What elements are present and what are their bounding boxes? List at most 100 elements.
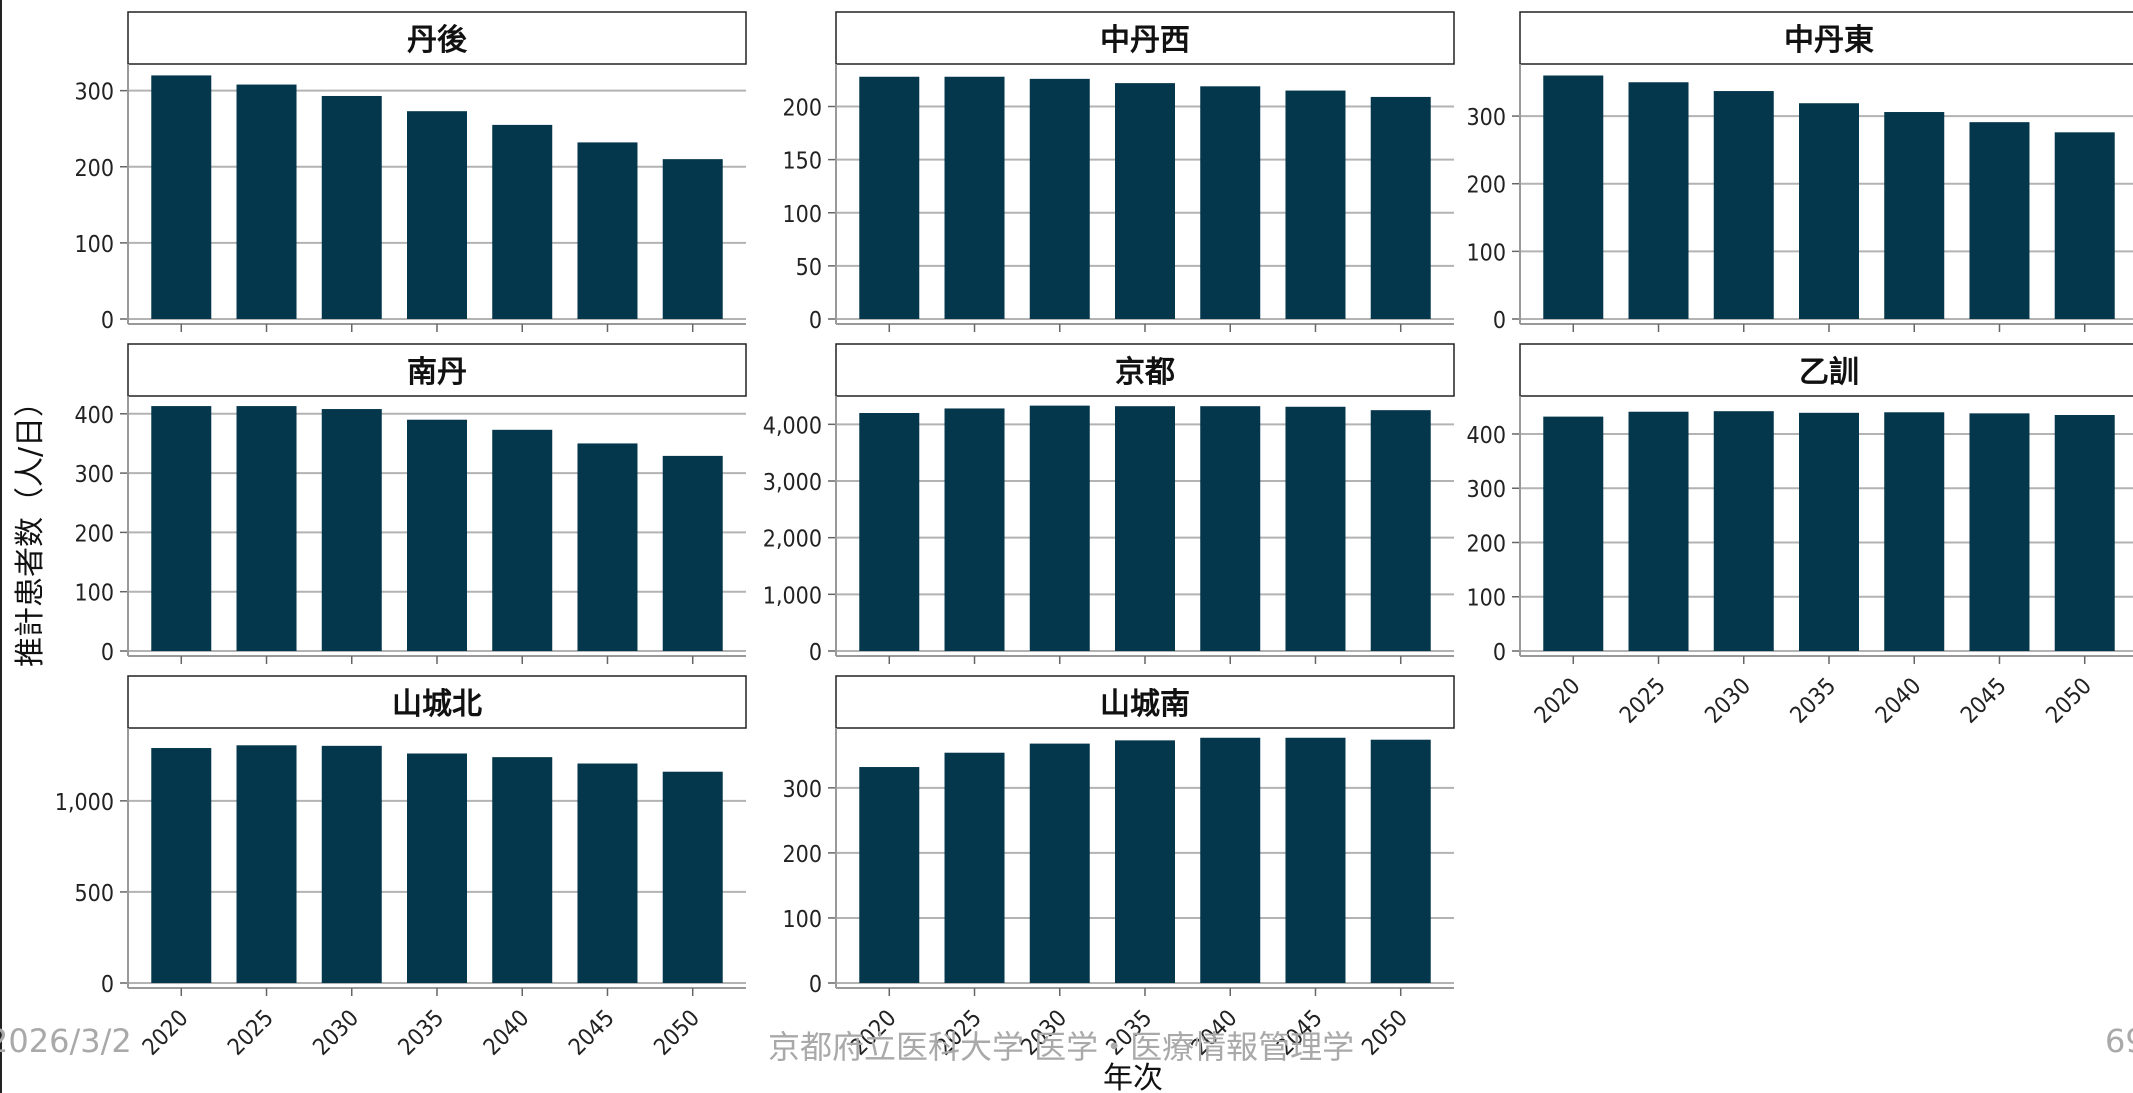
footer-institution: 京都府立医科大学 医学・医療情報管理学 [768, 1028, 1355, 1066]
y-tick-label: 200 [75, 521, 115, 547]
facet-panel-3: 中丹東 0 100 200 300 [1467, 11, 2133, 334]
y-tick-label: 300 [75, 80, 115, 106]
bar [1713, 91, 1774, 320]
facet-panel-4: 南丹 0 100 200 300 400 [75, 343, 747, 666]
bar [492, 757, 553, 983]
y-tick-label: 0 [809, 640, 822, 666]
bar [1115, 406, 1175, 651]
facet-title: 中丹東 [1784, 23, 1874, 58]
facet-panel-6: 乙訓 0 100 200 300 400 2020 2025 2030 2035 2040 2045 2… [1467, 343, 2133, 729]
y-tick-label: 200 [783, 96, 823, 122]
facet-panel-7: 山城北 0 500 1,000 2020 2025 2030 2035 2040 2045 2050 [55, 675, 747, 1061]
bar [1969, 413, 2030, 651]
y-tick-label: 100 [783, 202, 823, 228]
y-tick-label: 400 [75, 403, 115, 429]
footer-date: 2026/3/2 [0, 1022, 132, 1060]
bar [1884, 412, 1945, 651]
y-tick-label: 400 [1467, 423, 1507, 449]
y-tick-label: 4,000 [763, 413, 822, 439]
page-left-rule [0, 0, 2, 1093]
x-tick-label: 2025 [223, 1005, 279, 1061]
facet-panel-1: 丹後 0 100 200 300 [75, 11, 747, 334]
bar [577, 763, 638, 983]
facet-panel-5: 京都 0 1,000 2,000 3,000 4,000 [763, 343, 1455, 666]
facet-panel-2: 中丹西 0 50 100 150 200 [783, 11, 1455, 334]
y-tick-label: 100 [75, 581, 115, 607]
x-tick-label: 2035 [1786, 673, 1842, 729]
bar [1200, 86, 1261, 319]
y-tick-label: 0 [101, 308, 114, 334]
x-tick-label: 2030 [308, 1005, 364, 1061]
bar [1370, 96, 1431, 319]
facet-strip [127, 675, 747, 729]
x-tick-label: 2045 [1956, 673, 2012, 729]
y-tick-label: 200 [783, 842, 823, 868]
bar [859, 76, 920, 319]
x-tick-label: 2020 [138, 1005, 194, 1061]
bar [577, 443, 638, 651]
bar [944, 76, 1005, 319]
y-tick-label: 0 [101, 972, 114, 998]
bar [151, 406, 212, 651]
x-tick-label: 2025 [1615, 673, 1671, 729]
bar [1285, 737, 1346, 983]
facet-strip [1519, 343, 2133, 397]
y-tick-label: 1,000 [55, 790, 114, 816]
y-tick-label: 0 [1493, 640, 1506, 666]
bar [492, 429, 553, 651]
y-tick-label: 200 [75, 156, 115, 182]
facet-strip [1519, 11, 2133, 65]
y-tick-label: 1,000 [763, 583, 822, 609]
bar [1029, 78, 1090, 319]
y-tick-label: 3,000 [763, 470, 822, 496]
bar [236, 745, 297, 983]
x-tick-label: 2045 [564, 1005, 620, 1061]
bar [1200, 737, 1261, 983]
facet-title: 中丹西 [1100, 23, 1190, 58]
x-tick-label: 2040 [479, 1005, 535, 1061]
y-tick-label: 0 [809, 972, 822, 998]
bar [2054, 414, 2115, 651]
bar [1969, 122, 2030, 319]
bar [1543, 75, 1604, 319]
y-tick-label: 300 [783, 777, 823, 803]
facet-title: 山城北 [392, 687, 482, 722]
facet-title: 京都 [1115, 355, 1175, 390]
bar [2054, 132, 2115, 319]
facet-title: 丹後 [407, 23, 468, 58]
bar [321, 409, 382, 651]
bar [859, 767, 920, 983]
y-tick-label: 0 [101, 640, 114, 666]
bar [151, 748, 212, 983]
y-tick-label: 100 [75, 232, 115, 258]
y-tick-label: 500 [75, 881, 115, 907]
bar [321, 745, 382, 983]
y-tick-label: 0 [1493, 308, 1506, 334]
bar [1285, 406, 1346, 651]
bar [407, 753, 467, 983]
bar [236, 84, 297, 319]
x-tick-label: 2040 [1871, 673, 1927, 729]
y-axis-title: 推計患者数（人/日） [13, 387, 48, 667]
y-tick-label: 300 [1467, 105, 1507, 131]
bar [1115, 83, 1175, 319]
x-tick-label: 2020 [1530, 673, 1586, 729]
bar [321, 95, 382, 319]
y-tick-label: 150 [783, 149, 823, 175]
y-tick-label: 200 [1467, 173, 1507, 199]
facet-strip [835, 11, 1455, 65]
facet-strip [835, 675, 1455, 729]
y-tick-label: 0 [809, 308, 822, 334]
bar [859, 413, 920, 651]
x-tick-label: 2030 [1700, 673, 1756, 729]
y-tick-label: 50 [796, 255, 822, 281]
bar [662, 455, 723, 651]
y-tick-label: 100 [1467, 240, 1507, 266]
bar [662, 159, 723, 319]
bar [1029, 405, 1090, 651]
bar [944, 752, 1005, 983]
bar [1628, 82, 1689, 319]
facet-title: 南丹 [407, 355, 467, 390]
